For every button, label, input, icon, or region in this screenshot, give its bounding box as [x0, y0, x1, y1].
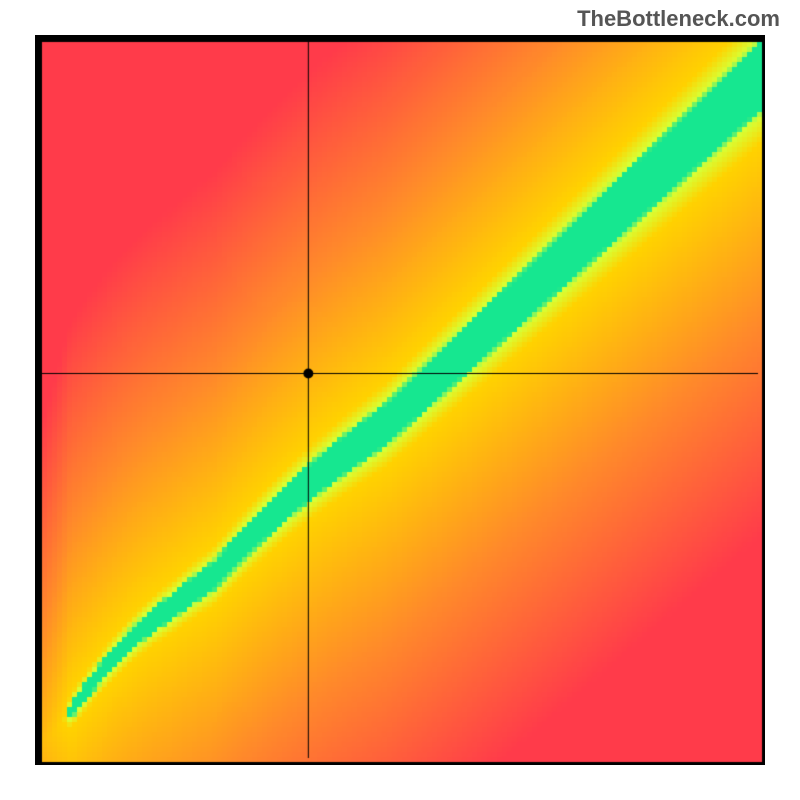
watermark-text: TheBottleneck.com	[577, 6, 780, 32]
chart-frame	[35, 35, 765, 765]
chart-container: TheBottleneck.com	[0, 0, 800, 800]
heatmap-canvas	[35, 35, 765, 765]
